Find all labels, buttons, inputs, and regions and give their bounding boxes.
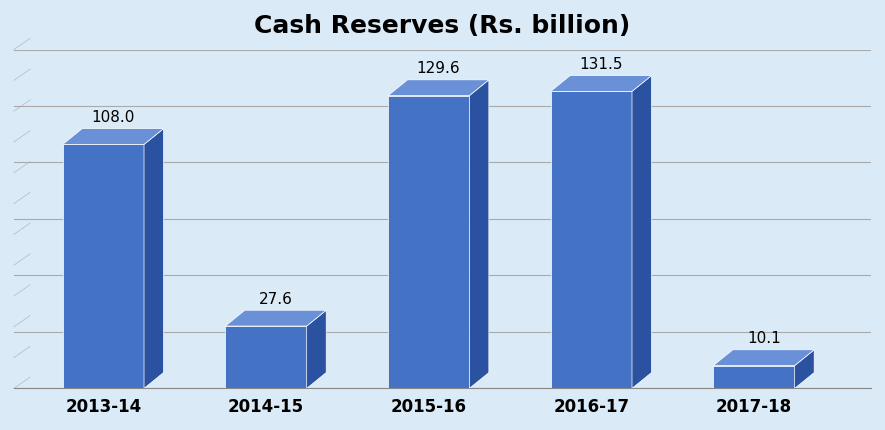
Polygon shape [469, 80, 489, 388]
Text: 131.5: 131.5 [580, 57, 623, 72]
Polygon shape [388, 95, 469, 388]
Polygon shape [795, 350, 814, 388]
Polygon shape [713, 366, 795, 388]
Polygon shape [713, 350, 814, 366]
Text: 129.6: 129.6 [417, 61, 460, 77]
Polygon shape [632, 76, 651, 388]
Polygon shape [226, 310, 327, 326]
Text: 10.1: 10.1 [747, 332, 781, 347]
Polygon shape [550, 91, 632, 388]
Polygon shape [63, 144, 144, 388]
Text: 108.0: 108.0 [91, 110, 135, 125]
Polygon shape [226, 326, 307, 388]
Text: 27.6: 27.6 [258, 292, 293, 307]
Polygon shape [307, 310, 327, 388]
Polygon shape [63, 129, 164, 144]
Title: Cash Reserves (Rs. billion): Cash Reserves (Rs. billion) [254, 14, 631, 38]
Polygon shape [388, 80, 489, 95]
Polygon shape [550, 76, 651, 91]
Polygon shape [144, 129, 164, 388]
